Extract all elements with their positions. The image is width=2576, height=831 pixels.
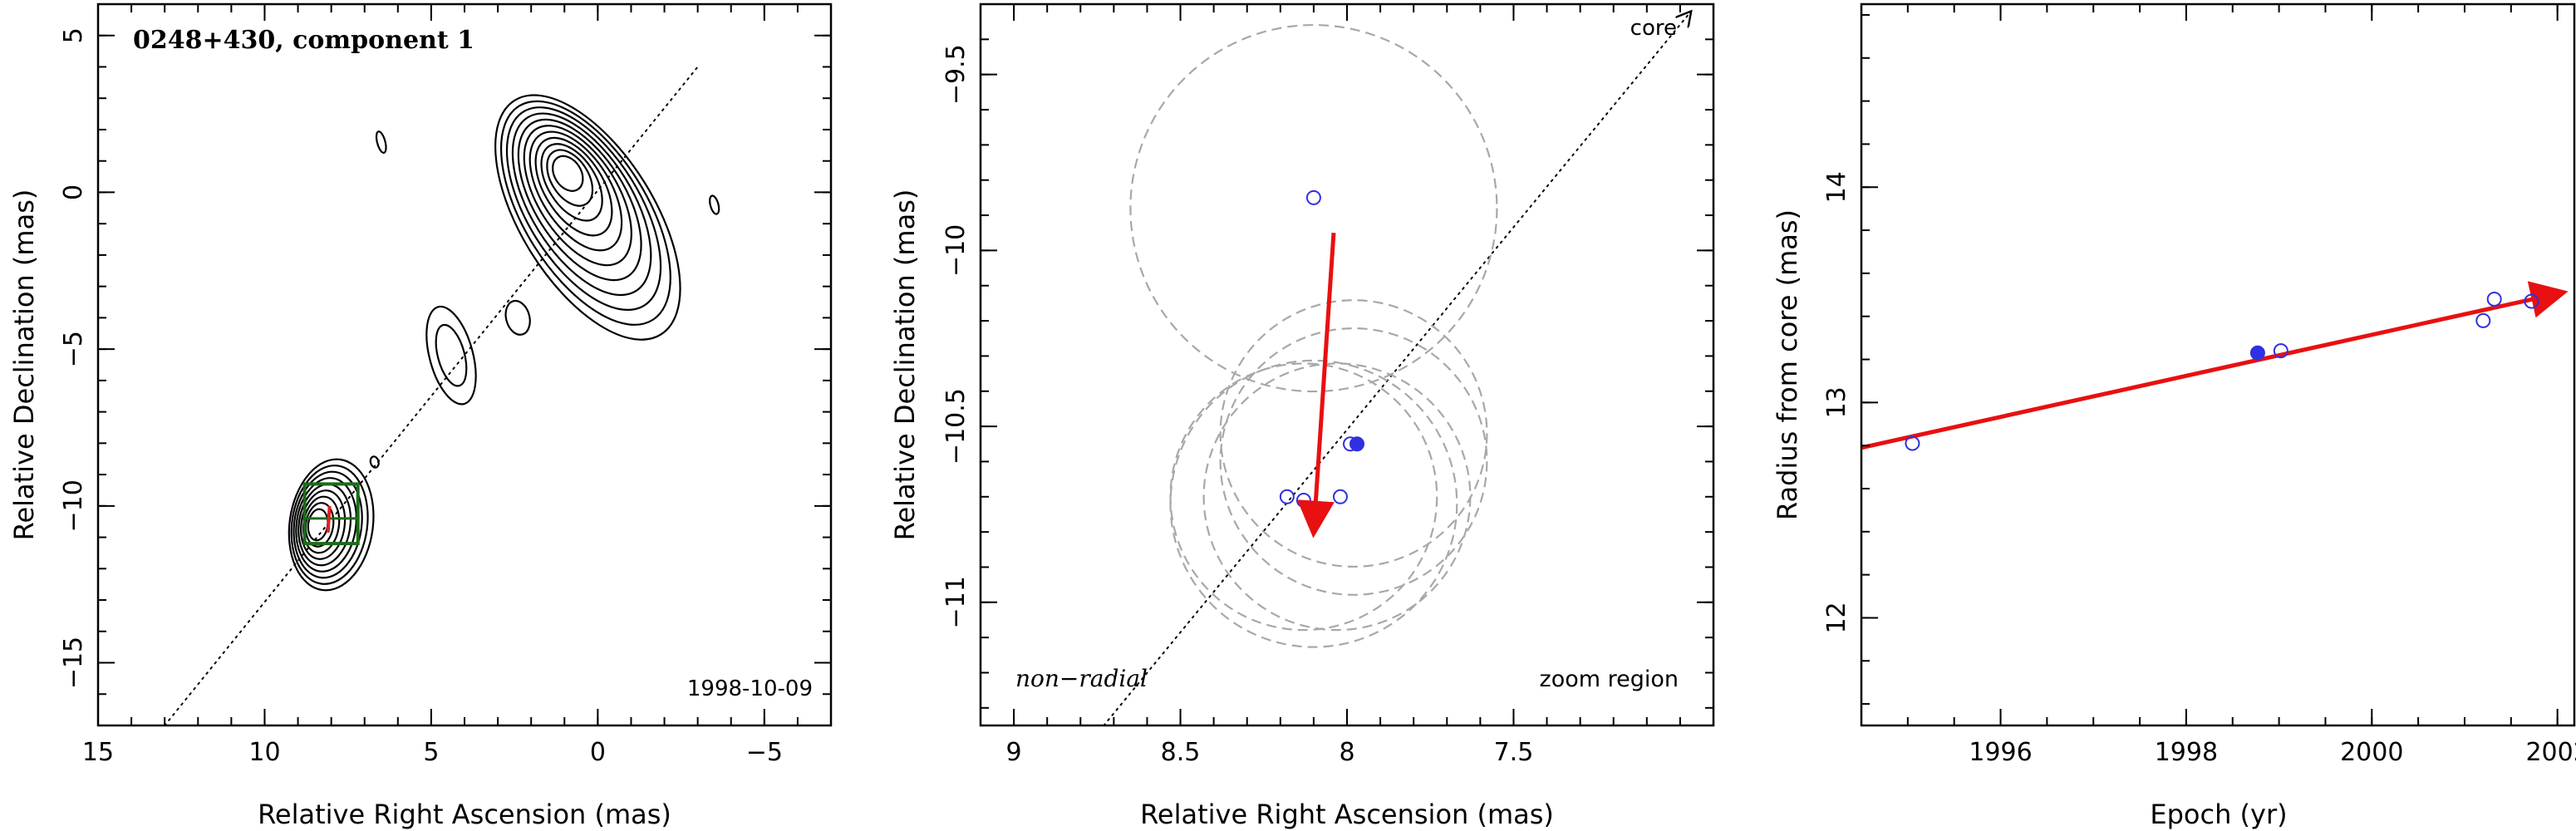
component-contour: [290, 465, 369, 585]
epoch-point: [2486, 291, 2502, 307]
jet-knot-contour: [435, 323, 468, 387]
error-circle: [1169, 359, 1458, 648]
p3-xtick-label: 1996: [1969, 738, 2032, 767]
jet-knot-contour: [709, 194, 720, 215]
component-contour: [295, 477, 357, 573]
panel-zoom-region: 9 8.5 8 7.5 −9.5 −10 −10.5 −11 core non−radial…: [889, 2, 1715, 830]
radial-direction-line: [1103, 12, 1690, 725]
p1-xtick-label: −5: [746, 738, 783, 767]
panel-3-ylabel: Radius from core (mas): [1772, 209, 1803, 520]
p3-xtick-label: 1998: [2155, 738, 2218, 767]
p3-ytick-label: 12: [1822, 602, 1851, 633]
epoch-point: [2524, 293, 2539, 309]
epoch-point: [1279, 489, 1295, 504]
core-contour: [540, 143, 603, 222]
error-circle: [1219, 327, 1488, 596]
error-circle: [1169, 362, 1438, 632]
jet-knot-contour: [425, 305, 477, 406]
error-circle: [1129, 23, 1498, 393]
panel-1-ylabel: Relative Declination (mas): [8, 189, 40, 541]
p3-ytick-label: 13: [1822, 386, 1851, 418]
p1-ytick-label: −10: [59, 479, 88, 532]
p1-ytick-label: −5: [59, 331, 88, 367]
component-contour: [288, 458, 375, 592]
p1-ytick-label: 5: [59, 27, 88, 43]
jet-axis-line: [164, 66, 699, 726]
p1-xtick-label: 15: [82, 738, 114, 767]
component-contour: [293, 470, 363, 579]
p2-ytick-label: −10: [941, 224, 971, 277]
error-circle: [1219, 299, 1488, 568]
panel-1-frame: [96, 2, 833, 727]
p1-ytick-label: −15: [59, 637, 88, 689]
core-contour: [534, 136, 613, 237]
error-circle: [1202, 362, 1472, 632]
fit-line: [1861, 281, 2569, 450]
p3-xtick-label: 2002: [2525, 738, 2576, 767]
panel-3-xlabel: Epoch (yr): [2150, 799, 2287, 830]
panel-2-ylabel: Relative Declination (mas): [889, 189, 921, 541]
core-contour: [511, 112, 652, 297]
jet-knot-contour: [369, 455, 380, 469]
p3-ytick-label: 14: [1822, 171, 1851, 203]
core-contour: [494, 94, 681, 341]
core-contour: [528, 130, 623, 252]
epoch-point: [1332, 489, 1348, 504]
panel-2-xlabel: Relative Right Ascension (mas): [1140, 799, 1554, 830]
core-contour: [546, 149, 594, 207]
core-contour: [552, 155, 584, 192]
jet-knot-contour: [504, 299, 531, 336]
p1-ytick-label: 0: [59, 184, 88, 200]
panel-1-title: 0248+430, component 1: [133, 26, 474, 55]
panel-1-xlabel: Relative Right Ascension (mas): [258, 799, 671, 830]
epoch-point: [1295, 493, 1311, 509]
panel-radius-vs-epoch: 1996 1998 2000 2002 12 13 14 Epoch (yr) Radiu…: [1772, 2, 2576, 830]
panel-2-plot-area: [1103, 12, 1690, 725]
p1-xtick-label: 10: [248, 738, 280, 767]
core-contour: [499, 100, 671, 326]
jet-knot-contour: [375, 130, 387, 154]
p1-xtick-label: 0: [590, 738, 606, 767]
zoom-box: [302, 482, 360, 546]
p2-xtick-label: 9: [1006, 738, 1022, 767]
zoom-region-label: zoom region: [1540, 666, 1679, 692]
p1-xtick-label: 5: [423, 738, 439, 767]
epoch-point: [1905, 435, 1920, 451]
p2-xtick-label: 8: [1339, 738, 1354, 767]
epoch-point-current: [2249, 345, 2265, 361]
p2-ytick-label: −9.5: [941, 44, 971, 105]
p3-xtick-label: 2000: [2340, 738, 2403, 767]
panel-2-frame: [979, 2, 1715, 727]
core-contour: [523, 125, 632, 267]
core-label: core: [1630, 16, 1677, 41]
panel-3-frame: [1860, 2, 2576, 727]
non-radial-label: non−radial: [1015, 665, 1148, 692]
component-vector-marker: [326, 505, 332, 534]
panel-1-date: 1998-10-09: [687, 676, 813, 701]
panel-contour-map: 15 10 5 0 −5 5 0 −5 −10 −15 0248+430, component …: [8, 2, 833, 830]
p2-xtick-label: 8.5: [1161, 738, 1201, 767]
epoch-point: [1305, 189, 1321, 205]
proper-motion-vector: [1296, 233, 1336, 538]
p2-xtick-label: 7.5: [1494, 738, 1534, 767]
p2-ytick-label: −10.5: [941, 388, 971, 465]
component-contour: [300, 489, 347, 560]
core-contour: [517, 118, 642, 282]
epoch-point-current: [1349, 436, 1365, 452]
epoch-point: [2475, 312, 2491, 328]
core-contour: [505, 106, 662, 312]
epoch-point: [2273, 343, 2288, 359]
p2-ytick-label: −11: [941, 576, 971, 628]
